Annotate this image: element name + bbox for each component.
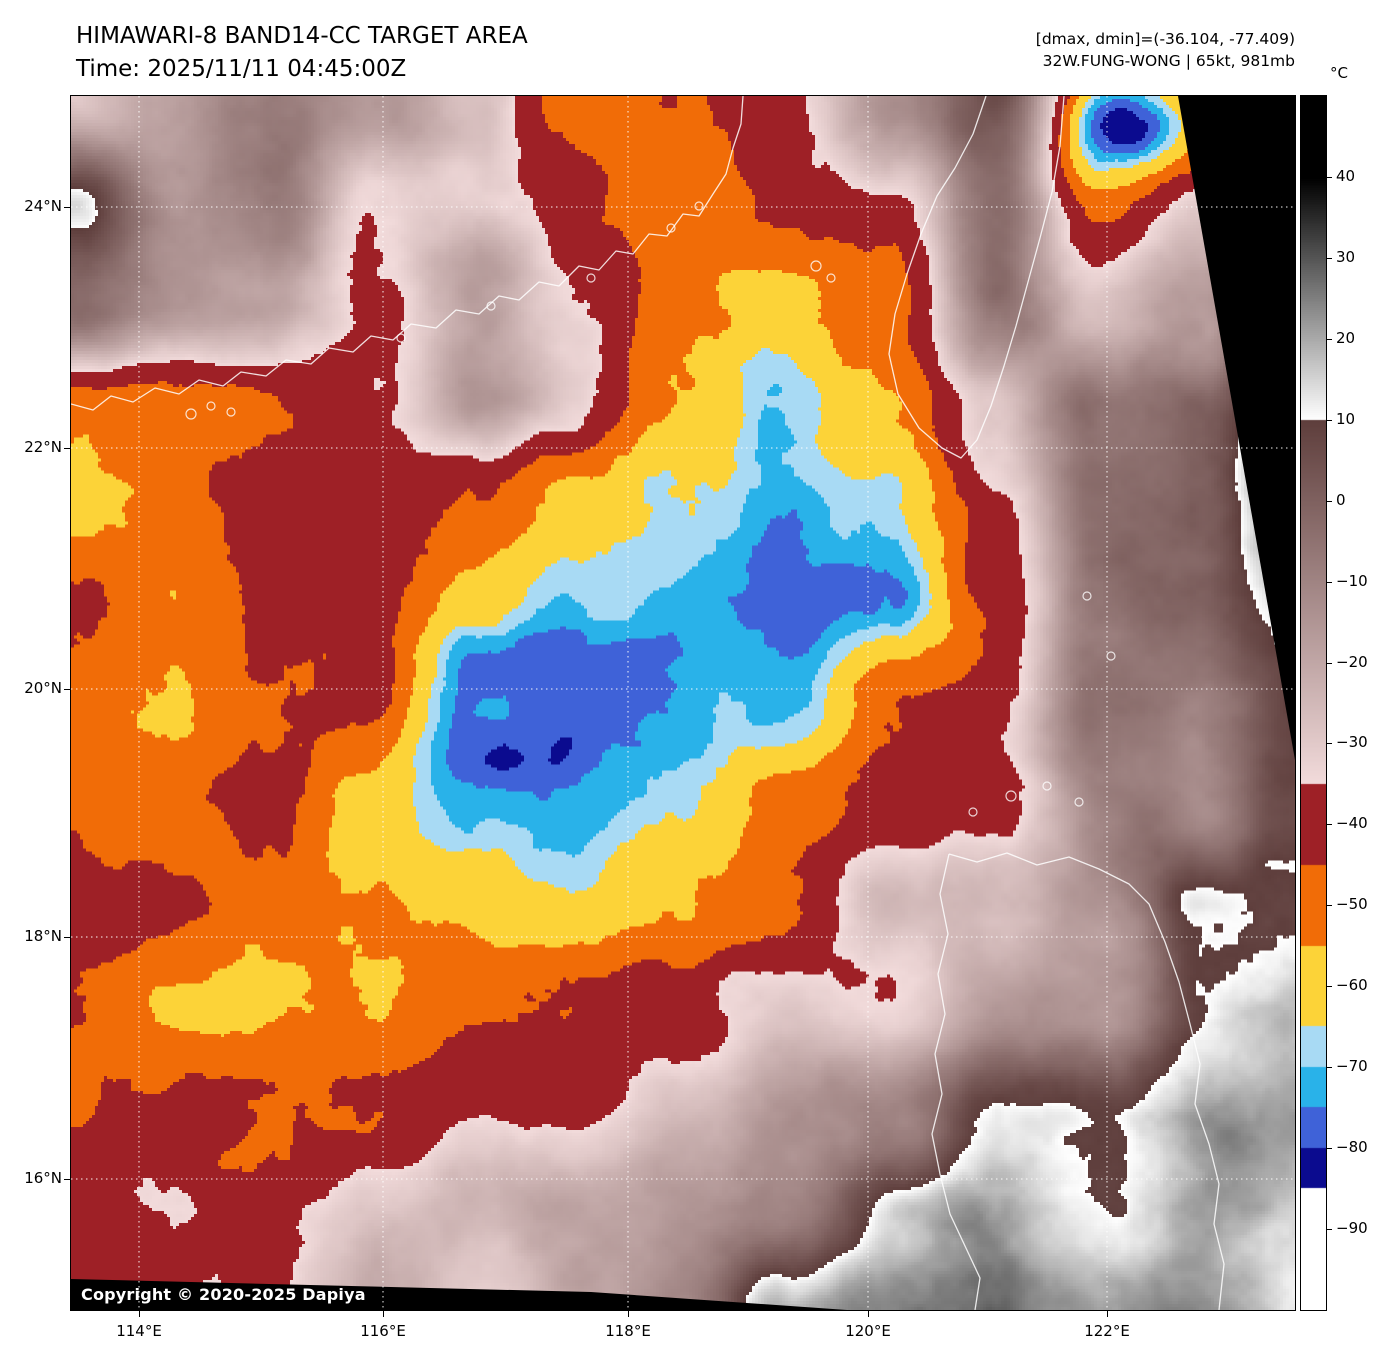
colorbar-tick-label: 40 <box>1336 166 1356 185</box>
colorbar-tick-label: −80 <box>1336 1138 1368 1157</box>
dmax-dmin-readout: [dmax, dmin]=(-36.104, -77.409) <box>1035 30 1295 48</box>
lat-tick-label: 18°N <box>24 927 62 945</box>
lon-tick-mark <box>139 1311 140 1317</box>
lat-tick-mark <box>64 937 71 938</box>
coastline <box>948 852 1225 1310</box>
colorbar-tick-label: −20 <box>1336 652 1368 671</box>
lat-tick-mark <box>64 1179 71 1180</box>
colorbar-unit-label: °C <box>1330 64 1348 82</box>
island-outline <box>396 333 406 343</box>
island-outline <box>226 407 236 417</box>
colorbar-tick-mark <box>1327 582 1332 583</box>
colorbar-tick-label: 0 <box>1336 490 1346 509</box>
lon-tick-mark <box>628 1311 629 1317</box>
colorbar-tick-mark <box>1327 986 1332 987</box>
colorbar-tick-label: −50 <box>1336 895 1368 914</box>
coastline <box>888 96 1065 459</box>
island-outline <box>968 807 978 817</box>
island-outline <box>486 301 496 311</box>
lat-tick-label: 24°N <box>24 197 62 215</box>
map-overlay <box>71 96 1295 1310</box>
lat-tick-label: 22°N <box>24 438 62 456</box>
colorbar-tick-label: −70 <box>1336 1057 1368 1076</box>
colorbar-tick-mark <box>1327 1067 1332 1068</box>
colorbar-tick-label: −10 <box>1336 571 1368 590</box>
colorbar-tick-label: 30 <box>1336 247 1356 266</box>
island-outline <box>1082 591 1092 601</box>
ir-imagery-canvas <box>71 96 1295 1310</box>
island-outline <box>185 408 197 420</box>
swath-edge <box>71 1279 847 1310</box>
colorbar-tick-mark <box>1327 177 1332 178</box>
lon-tick-mark <box>1107 1311 1108 1317</box>
island-outline <box>826 273 836 283</box>
lat-tick-label: 20°N <box>24 679 62 697</box>
colorbar-tick-label: 20 <box>1336 328 1356 347</box>
lon-tick-label: 122°E <box>1084 1322 1130 1340</box>
colorbar-tick-label: −60 <box>1336 976 1368 995</box>
colorbar <box>1300 95 1327 1311</box>
colorbar-tick-mark <box>1327 339 1332 340</box>
lat-tick-mark <box>64 207 71 208</box>
lon-tick-mark <box>868 1311 869 1317</box>
island-outline <box>810 260 822 272</box>
header-right: [dmax, dmin]=(-36.104, -77.409) 32W.FUNG… <box>1036 28 1295 72</box>
colorbar-tick-mark <box>1327 420 1332 421</box>
coastline <box>931 853 981 1310</box>
coastline <box>71 96 744 411</box>
header-left: HIMAWARI-8 BAND14-CC TARGET AREA Time: 2… <box>76 20 528 86</box>
island-outline <box>1005 790 1017 802</box>
lat-tick-label: 16°N <box>24 1169 62 1187</box>
island-outline <box>1106 651 1116 661</box>
lon-tick-label: 114°E <box>116 1322 162 1340</box>
colorbar-tick-label: −40 <box>1336 814 1368 833</box>
island-outline <box>1042 781 1052 791</box>
lon-tick-label: 116°E <box>360 1322 406 1340</box>
page-title: HIMAWARI-8 BAND14-CC TARGET AREA <box>76 23 528 49</box>
colorbar-tick-mark <box>1327 1148 1332 1149</box>
colorbar-tick-mark <box>1327 1229 1332 1230</box>
colorbar-tick-mark <box>1327 663 1332 664</box>
satellite-map: Copyright © 2020-2025 Dapiya <box>70 95 1296 1311</box>
island-outline <box>586 273 596 283</box>
swath-edge <box>1178 96 1295 760</box>
colorbar-tick-mark <box>1327 905 1332 906</box>
lat-tick-mark <box>64 689 71 690</box>
colorbar-tick-mark <box>1327 501 1332 502</box>
lon-tick-mark <box>383 1311 384 1317</box>
storm-info: 32W.FUNG-WONG | 65kt, 981mb <box>1042 52 1295 70</box>
island-outline <box>694 201 704 211</box>
colorbar-tick-label: −90 <box>1336 1219 1368 1238</box>
colorbar-tick-label: −30 <box>1336 733 1368 752</box>
island-outline <box>666 223 676 233</box>
colorbar-tick-mark <box>1327 743 1332 744</box>
lon-tick-label: 120°E <box>845 1322 891 1340</box>
colorbar-gradient <box>1301 96 1326 1310</box>
lon-tick-label: 118°E <box>605 1322 651 1340</box>
island-outline <box>206 401 216 411</box>
colorbar-tick-mark <box>1327 824 1332 825</box>
colorbar-tick-mark <box>1327 258 1332 259</box>
lat-tick-mark <box>64 448 71 449</box>
island-outline <box>1074 797 1084 807</box>
copyright-label: Copyright © 2020-2025 Dapiya <box>81 1285 366 1304</box>
timestamp: Time: 2025/11/11 04:45:00Z <box>76 56 407 82</box>
colorbar-tick-label: 10 <box>1336 409 1356 428</box>
